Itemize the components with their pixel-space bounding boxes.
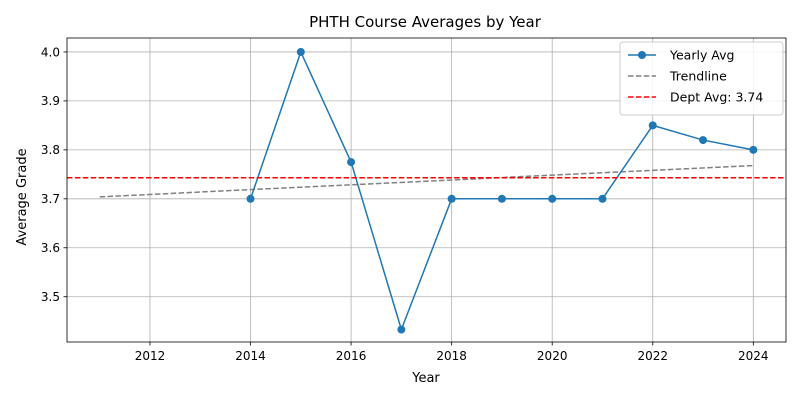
yearly-avg-point	[447, 194, 456, 203]
y-tick-label: 4.0	[41, 45, 60, 59]
legend-label-trendline: Trendline	[669, 69, 727, 84]
gridlines	[67, 38, 786, 342]
yearly-avg-point	[699, 136, 708, 145]
chart-title: PHTH Course Averages by Year	[309, 13, 542, 31]
y-tick-label: 3.8	[41, 143, 60, 157]
plot-frame	[66, 37, 787, 343]
trendline	[99, 164, 754, 198]
yearly-avg-point	[246, 194, 255, 203]
yearly-avg-point	[548, 194, 557, 203]
legend-marker-yearly-avg	[638, 51, 646, 59]
yearly-avg-point	[749, 145, 758, 154]
y-tick-label: 3.6	[41, 241, 60, 255]
yearly-avg-point	[497, 194, 506, 203]
legend: Yearly Avg Trendline Dept Avg: 3.74	[619, 41, 784, 116]
legend-box	[619, 41, 784, 116]
y-tick-label: 3.5	[41, 290, 60, 304]
yearly-avg-point	[598, 194, 607, 203]
x-tick-label: 2024	[738, 349, 769, 363]
legend-label-dept-avg: Dept Avg: 3.74	[670, 90, 763, 105]
y-axis: 3.5 3.6 3.7 3.8 3.9 4.0	[41, 45, 67, 304]
yearly-avg-point	[347, 158, 356, 167]
x-axis: 2012 2014 2016 2018 2020 2022 2024	[135, 342, 769, 363]
x-tick-label: 2020	[537, 349, 568, 363]
x-tick-label: 2012	[135, 349, 166, 363]
yearly-avg-point	[397, 325, 406, 334]
data-markers	[246, 47, 758, 334]
x-tick-label: 2014	[235, 349, 266, 363]
legend-label-yearly-avg: Yearly Avg	[669, 48, 734, 63]
x-tick-label: 2022	[637, 349, 668, 363]
x-tick-label: 2016	[336, 349, 367, 363]
y-axis-title: Average Grade	[15, 148, 30, 245]
y-tick-label: 3.9	[41, 94, 60, 108]
y-tick-label: 3.7	[41, 192, 60, 206]
x-axis-title: Year	[411, 371, 440, 386]
x-tick-label: 2018	[436, 349, 467, 363]
yearly-avg-point	[648, 121, 657, 130]
yearly-avg-point	[296, 47, 305, 56]
